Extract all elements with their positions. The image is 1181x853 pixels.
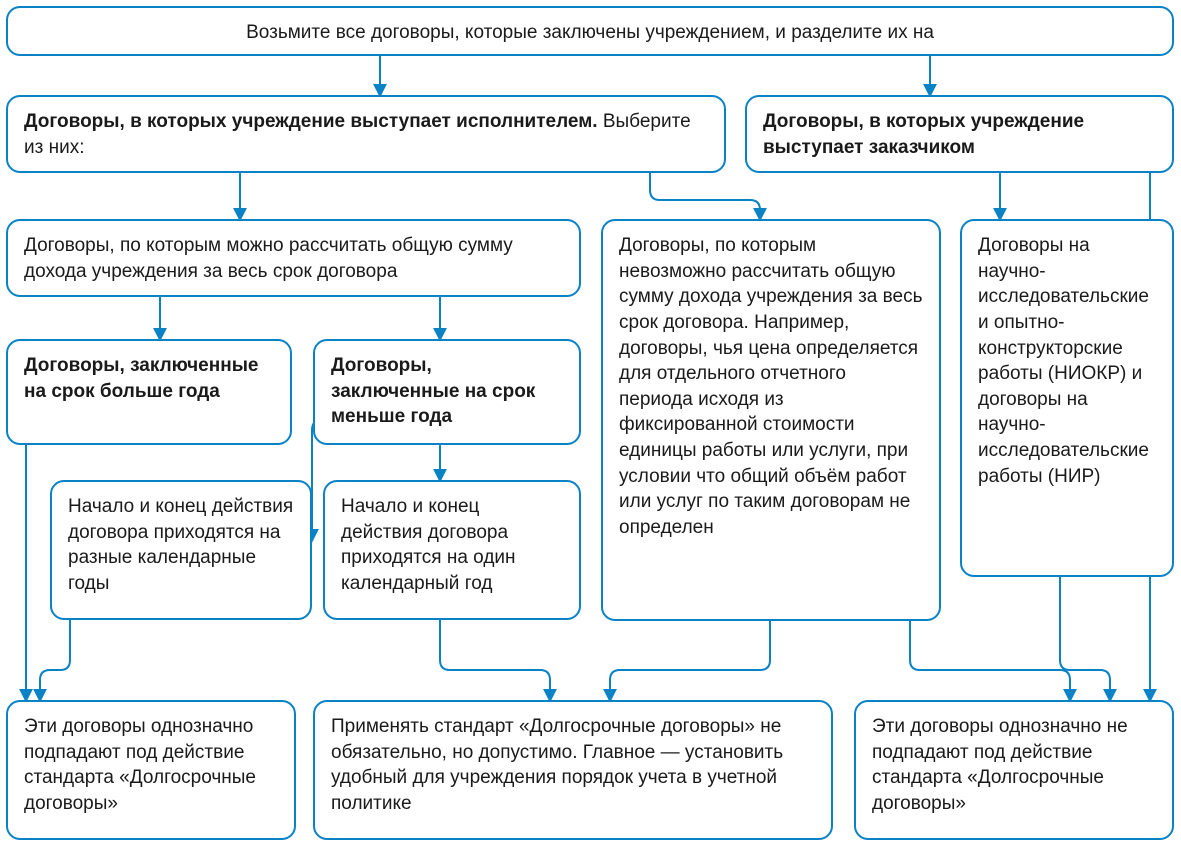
node-less-year: Договоры, заключенные на срок меньше год…	[313, 339, 581, 445]
edge-same_year-to-optional_std	[440, 620, 550, 700]
node-niokr: Договоры на научно-исследовательские и о…	[960, 219, 1174, 577]
node-under-std: Эти договоры однозначно подпадают под де…	[6, 700, 296, 840]
node-cant-calc-text: Договоры, по которым невозможно рассчита…	[619, 235, 922, 538]
node-same-year-text: Начало и конец действия договора приходя…	[341, 496, 516, 594]
node-more-year: Договоры, заключенные на срок больше год…	[6, 339, 292, 445]
edge-diff_years-to-under_std	[40, 620, 70, 700]
edge-niokr-to-not_under_std	[1060, 577, 1110, 700]
node-diff-years-text: Начало и конец действия договора приходя…	[68, 496, 293, 594]
node-niokr-text: Договоры на научно-исследовательские и о…	[978, 235, 1149, 487]
node-executor-bold: Договоры, в которых учреждение выступает…	[24, 111, 598, 132]
node-executor: Договоры, в которых учреждение выступает…	[6, 95, 726, 173]
node-less-year-bold: Договоры, заключенные на срок меньше год…	[331, 355, 535, 427]
node-diff-years: Начало и конец действия договора приходя…	[50, 480, 312, 620]
node-not-under-std: Эти договоры однозначно не подпадают под…	[854, 700, 1174, 840]
edge-executor-to-cant_calc	[650, 173, 760, 219]
node-cant-calc: Договоры, по которым невозможно рассчита…	[601, 219, 941, 621]
edge-cant_calc-to-not_under_std	[910, 621, 1070, 700]
node-not-under-std-text: Эти договоры однозначно не подпадают под…	[872, 716, 1128, 814]
node-more-year-bold: Договоры, заключенные на срок больше год…	[24, 355, 259, 402]
node-optional-std: Применять стандарт «Долгосрочные договор…	[313, 700, 833, 840]
node-optional-std-text: Применять стандарт «Долгосрочные договор…	[331, 716, 783, 814]
node-customer: Договоры, в которых учреждение выступает…	[745, 95, 1174, 173]
node-root: Возьмите все договоры, которые заключены…	[6, 6, 1174, 56]
node-calc-total-text: Договоры, по которым можно рассчитать об…	[24, 235, 513, 282]
node-same-year: Начало и конец действия договора приходя…	[323, 480, 581, 620]
node-root-text: Возьмите все договоры, которые заключены…	[246, 22, 934, 43]
node-customer-bold: Договоры, в которых учреждение выступает…	[763, 111, 1084, 158]
edge-cant_calc-to-optional_std	[610, 621, 770, 700]
node-calc-total: Договоры, по которым можно рассчитать об…	[6, 219, 581, 297]
node-under-std-text: Эти договоры однозначно подпадают под де…	[24, 716, 256, 814]
flowchart-canvas: { "type": "flowchart", "background_color…	[0, 0, 1181, 853]
